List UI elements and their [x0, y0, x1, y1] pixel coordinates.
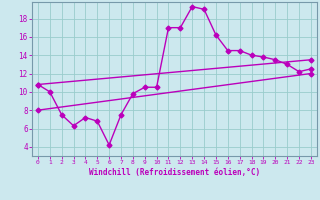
X-axis label: Windchill (Refroidissement éolien,°C): Windchill (Refroidissement éolien,°C): [89, 168, 260, 177]
